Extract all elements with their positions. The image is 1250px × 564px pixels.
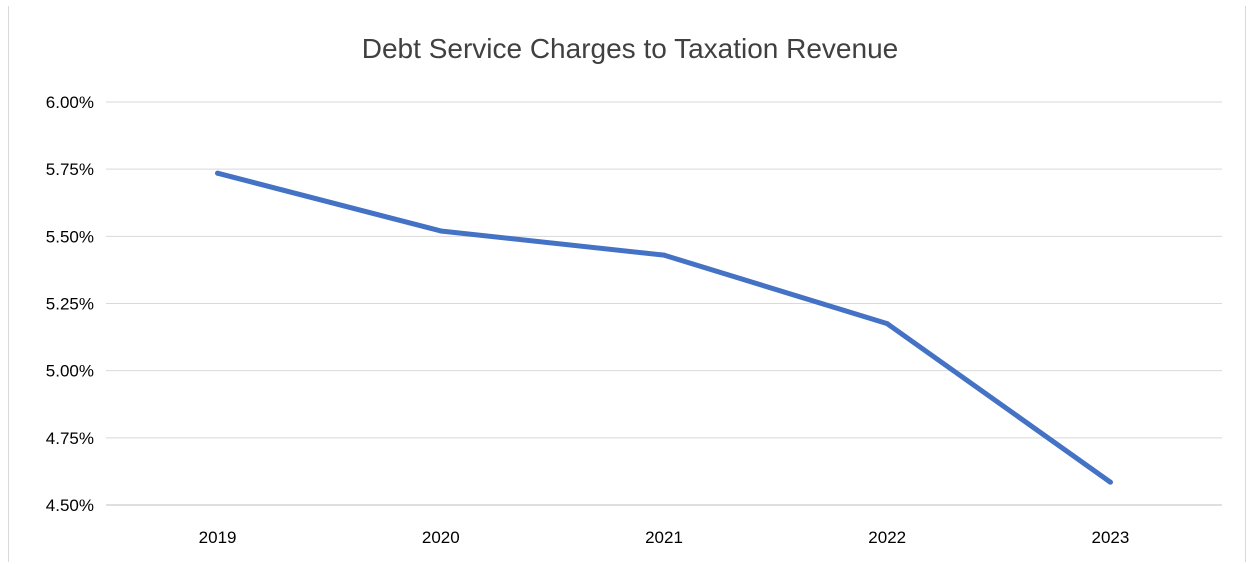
data-point	[1107, 479, 1113, 485]
chart-title: Debt Service Charges to Taxation Revenue	[362, 33, 898, 64]
data-point	[438, 228, 444, 234]
y-tick-label: 4.50%	[46, 496, 94, 515]
y-axis-ticks: 4.50% 4.75% 5.00% 5.25% 5.50% 5.75% 6.00%	[46, 93, 94, 515]
x-axis-ticks: 2019 2020 2021 2022 2023	[199, 528, 1130, 547]
data-point	[215, 170, 221, 176]
y-tick-label: 6.00%	[46, 93, 94, 112]
data-point	[884, 321, 890, 327]
y-tick-label: 5.25%	[46, 295, 94, 314]
y-tick-label: 5.75%	[46, 160, 94, 179]
series-group	[215, 170, 1113, 485]
y-tick-label: 5.00%	[46, 362, 94, 381]
y-tick-label: 4.75%	[46, 429, 94, 448]
x-tick-label: 2022	[868, 528, 906, 547]
x-tick-label: 2021	[645, 528, 683, 547]
x-tick-label: 2023	[1091, 528, 1129, 547]
y-tick-label: 5.50%	[46, 227, 94, 246]
x-tick-label: 2019	[199, 528, 237, 547]
gridlines	[106, 101, 1222, 506]
series-line	[215, 170, 1113, 485]
chart-frame	[8, 6, 1246, 562]
data-point	[661, 252, 667, 258]
x-tick-label: 2020	[422, 528, 460, 547]
